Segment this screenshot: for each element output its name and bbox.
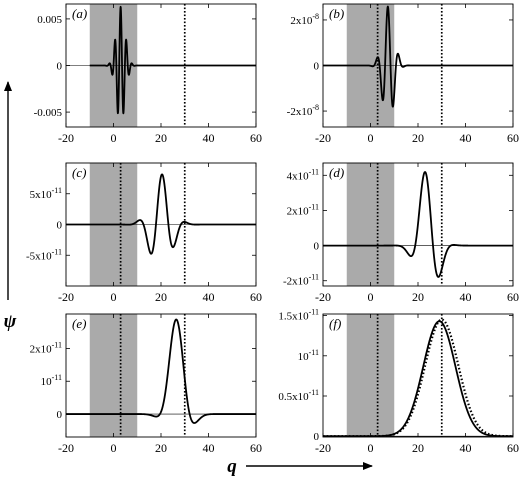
shaded-region: [346, 314, 395, 437]
x-tick-label: 40: [460, 131, 472, 145]
panel-1: -20 0 20 40 60 0.005 0 -0.005 (a): [34, 3, 262, 145]
x-tick-label: 20: [155, 441, 167, 455]
panel-label: (a): [72, 6, 87, 21]
x-tick-label: -20: [58, 290, 74, 304]
figure-ylabel: ψ: [4, 311, 17, 332]
y-tick-label: 2x10-8: [290, 12, 319, 27]
series-line: [66, 318, 256, 424]
panel-label: (c): [72, 165, 86, 180]
y-tick-label: 10-11: [298, 348, 319, 363]
y-tick-label: 10-11: [41, 373, 62, 388]
y-tick-label: 0: [314, 61, 320, 73]
series-line-dotted: [323, 318, 513, 437]
x-tick-label: 60: [250, 441, 262, 455]
x-tick-label: 0: [111, 441, 117, 455]
x-tick-label: -20: [58, 131, 74, 145]
x-tick-label: -20: [58, 441, 74, 455]
x-tick-label: 0: [368, 441, 374, 455]
series-line: [323, 171, 513, 278]
panel-label: (d): [329, 165, 344, 180]
series-line: [89, 5, 256, 115]
y-tick-label: 2x10-11: [30, 340, 62, 355]
series-line: [323, 5, 513, 108]
y-tick-label: 0: [314, 241, 320, 253]
x-tick-label: -20: [315, 131, 331, 145]
shaded-region: [89, 314, 138, 437]
x-tick-label: 60: [250, 131, 262, 145]
x-tick-label: 0: [368, 290, 374, 304]
x-tick-label: 40: [460, 290, 472, 304]
y-tick-label: 0.005: [37, 14, 62, 26]
panel-2: -20 0 20 40 60 2x10-8 0 -2x10-8 (b): [287, 3, 519, 145]
series-line: [66, 173, 256, 255]
x-tick-label: 60: [250, 290, 262, 304]
x-tick-label: 20: [155, 290, 167, 304]
panel-4: -20 0 20 40 60 4x10-11 2x10-11 0 -2x10-11 (d): [283, 162, 519, 304]
x-tick-label: 60: [507, 290, 519, 304]
x-tick-label: 0: [111, 131, 117, 145]
y-tick-label: 0: [57, 61, 63, 73]
x-tick-label: -20: [315, 290, 331, 304]
x-tick-label: 20: [412, 290, 424, 304]
y-tick-label: 1.5x10-11: [278, 308, 319, 323]
series-line: [323, 320, 513, 437]
x-tick-label: 20: [412, 131, 424, 145]
y-tick-label: 0: [57, 409, 63, 421]
x-tick-label: 40: [203, 290, 215, 304]
x-tick-label: 20: [412, 441, 424, 455]
panel-label: (b): [329, 6, 344, 21]
y-tick-label: -2x10-8: [287, 103, 319, 118]
y-tick-label: 4x10-11: [287, 167, 319, 182]
y-tick-label: 0.5x10-11: [278, 388, 319, 403]
y-tick-label: -2x10-11: [283, 273, 319, 288]
x-tick-label: 0: [111, 290, 117, 304]
y-tick-label: -5x10-11: [26, 247, 62, 262]
y-tick-label: 0: [57, 220, 63, 232]
panel-5: -20 0 20 40 60 2x10-11 10-11 0 (e): [30, 313, 262, 455]
x-tick-label: 40: [203, 131, 215, 145]
figure-xlabel: q: [227, 456, 237, 477]
x-tick-label: 60: [507, 131, 519, 145]
y-tick-label: 0: [314, 431, 320, 443]
x-tick-label: 40: [203, 441, 215, 455]
panel-label: (f): [329, 316, 341, 331]
x-tick-label: -20: [315, 441, 331, 455]
x-tick-label: 60: [507, 441, 519, 455]
x-tick-label: 20: [155, 131, 167, 145]
y-tick-label: -0.005: [34, 107, 63, 119]
panel-label: (e): [72, 316, 86, 331]
shaded-region: [346, 163, 395, 286]
x-tick-label: 0: [368, 131, 374, 145]
y-tick-label: 5x10-11: [30, 186, 62, 201]
y-tick-label: 2x10-11: [287, 202, 319, 217]
x-tick-label: 40: [460, 441, 472, 455]
panel-3: -20 0 20 40 60 5x10-11 0 -5x10-11 (c): [26, 162, 262, 304]
